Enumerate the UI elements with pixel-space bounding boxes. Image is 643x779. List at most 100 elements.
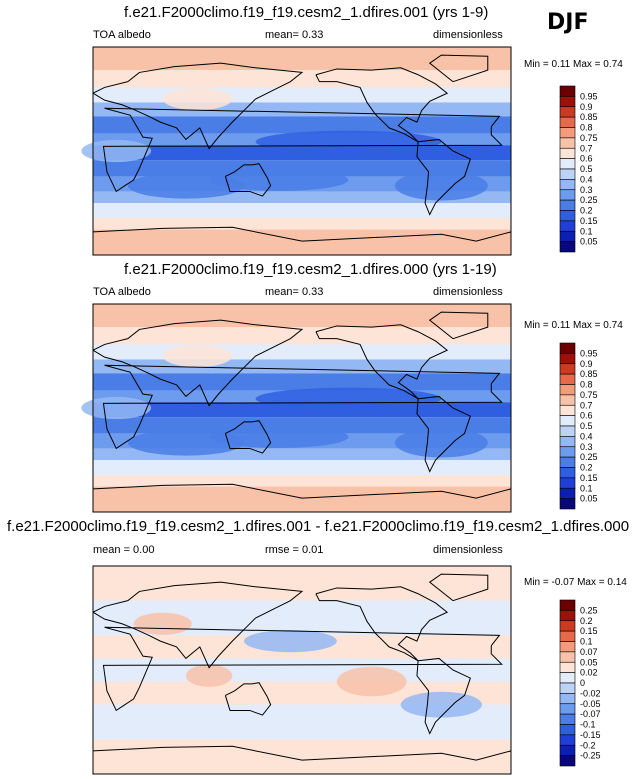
colorbar-label: 0.95 <box>580 348 598 358</box>
coastline-2 <box>224 163 272 197</box>
colorbar-label: 0.1 <box>580 483 593 493</box>
colorbar-swatch <box>559 137 576 149</box>
colorbar-swatch <box>559 106 576 118</box>
panel-2-title: f.e21.F2000climo.f19_f19.cesm2_1.dfires.… <box>124 261 497 278</box>
field-feature-4 <box>185 664 233 687</box>
colorbar-label: 0.15 <box>580 473 598 483</box>
panel-3-colorbar: 0.250.20.150.10.070.050.020-0.02-0.05-0.… <box>559 599 601 767</box>
field-feature-1 <box>336 666 407 697</box>
colorbar-label: 0.25 <box>580 195 598 205</box>
colorbar-label: 0.4 <box>580 174 593 184</box>
colorbar-swatch <box>559 713 576 725</box>
field-feature-1 <box>209 168 349 191</box>
field-feature-0 <box>255 387 442 410</box>
colorbar-label: -0.05 <box>580 699 601 709</box>
coastline-0 <box>102 364 503 450</box>
panel-3-title: f.e21.F2000climo.f19_f19.cesm2_1.dfires.… <box>7 518 630 535</box>
panel-3-rmse-label: rmse = 0.01 <box>265 544 324 556</box>
albedo-band-6 <box>93 739 511 774</box>
albedo-band-7 <box>93 417 511 434</box>
colorbar-swatch <box>559 724 576 736</box>
panel-2-map <box>81 303 512 513</box>
colorbar-label: 0.25 <box>580 452 598 462</box>
panel-1-variable-label: TOA albedo <box>93 29 151 41</box>
colorbar-swatch <box>559 85 576 97</box>
field-feature-2 <box>127 172 244 199</box>
colorbar-label: 0 <box>580 678 585 688</box>
colorbar-label: 0.02 <box>580 668 598 678</box>
colorbar-swatch <box>559 373 576 385</box>
albedo-band-0 <box>93 47 511 71</box>
albedo-band-10 <box>93 203 511 219</box>
season-label: DJF <box>547 10 589 35</box>
panel-1-colorbar: 0.950.90.850.80.750.70.60.50.40.30.250.2… <box>559 85 598 253</box>
colorbar-swatch <box>559 651 576 663</box>
colorbar-swatch <box>559 96 576 108</box>
colorbar-swatch <box>559 755 576 767</box>
colorbar-swatch <box>559 158 576 170</box>
colorbar-swatch <box>559 116 576 128</box>
colorbar-label: 0.95 <box>580 91 598 101</box>
colorbar-label: -0.02 <box>580 688 601 698</box>
colorbar-swatch <box>559 641 576 653</box>
albedo-band-0 <box>93 304 511 328</box>
coastline-6 <box>92 745 512 761</box>
colorbar-swatch <box>559 168 576 180</box>
colorbar-swatch <box>559 210 576 222</box>
albedo-band-3 <box>93 658 511 682</box>
field-feature-4 <box>81 396 152 420</box>
colorbar-swatch <box>559 703 576 715</box>
panel-3-minmax: Min = -0.07 Max = 0.14 <box>524 577 627 588</box>
panel-2-mean-label: mean= 0.33 <box>265 286 324 298</box>
panel-2-minmax: Min = 0.11 Max = 0.74 <box>524 320 623 331</box>
albedo-band-9 <box>93 191 511 203</box>
colorbar-label: -0.15 <box>580 730 601 740</box>
coastline-1 <box>92 319 304 407</box>
colorbar-label: 0.7 <box>580 400 593 410</box>
albedo-band-4 <box>93 116 511 134</box>
colorbar-swatch <box>559 394 576 406</box>
colorbar-swatch <box>559 672 576 684</box>
colorbar-swatch <box>559 661 576 673</box>
albedo-band-10 <box>93 460 511 476</box>
coastline-4 <box>416 395 471 473</box>
colorbar-label: 0.4 <box>580 431 593 441</box>
albedo-band-4 <box>93 373 511 391</box>
coastline-4 <box>416 138 471 216</box>
colorbar-swatch <box>559 363 576 375</box>
coastline-3 <box>315 324 449 400</box>
panel-1-minmax: Min = 0.11 Max = 0.74 <box>524 59 623 70</box>
colorbar-swatch <box>559 189 576 201</box>
colorbar-label: 0.1 <box>580 637 593 647</box>
colorbar-swatch <box>559 693 576 705</box>
colorbar-label: 0.2 <box>580 206 593 216</box>
colorbar-label: -0.25 <box>580 751 601 761</box>
field-feature-3 <box>394 170 488 201</box>
coastline-3 <box>315 586 449 662</box>
field-feature-5 <box>162 87 233 111</box>
albedo-band-12 <box>93 229 511 255</box>
field-feature-3 <box>400 691 482 718</box>
colorbar-label: 0.25 <box>580 605 598 615</box>
colorbar-swatch <box>559 179 576 191</box>
colorbar-swatch <box>559 498 576 510</box>
albedo-band-9 <box>93 448 511 460</box>
colorbar-label: 0.15 <box>580 216 598 226</box>
colorbar-label: 0.6 <box>580 154 593 164</box>
panel-1-title: f.e21.F2000climo.f19_f19.cesm2_1.dfires.… <box>124 4 489 21</box>
coastline-5 <box>428 54 489 83</box>
albedo-band-11 <box>93 475 511 487</box>
coastline-2 <box>224 682 272 716</box>
field-feature-5 <box>162 344 233 368</box>
panel-2-units-label: dimensionless <box>433 286 503 298</box>
colorbar-label: -0.07 <box>580 709 601 719</box>
colorbar-swatch <box>559 415 576 427</box>
colorbar-label: 0.5 <box>580 164 593 174</box>
coastline-0 <box>102 107 503 193</box>
albedo-band-1 <box>93 327 511 345</box>
albedo-band-11 <box>93 218 511 230</box>
coastline-6 <box>92 483 512 499</box>
colorbar-swatch <box>559 446 576 458</box>
colorbar-swatch <box>559 241 576 253</box>
colorbar-label: 0.07 <box>580 647 598 657</box>
